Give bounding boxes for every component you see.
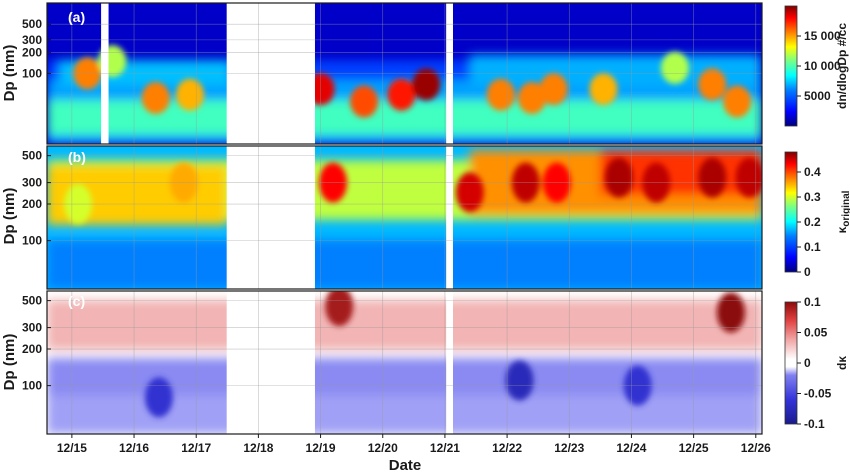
panel-c-cb-tick-label: -0.1 [804, 417, 825, 431]
panel-a-hotspot [176, 78, 204, 111]
x-tick-label: 12/20 [368, 441, 398, 455]
panel-c-colorbar: -0.1 -0.05 0 0.05 0.1 dκ [784, 295, 849, 431]
panel-a-hotspot [412, 68, 441, 101]
x-tick-label: 12/17 [181, 441, 211, 455]
panel-b-colorbar-label-main: κ [835, 226, 849, 233]
panel-b-cb-tick-label: 0.3 [804, 190, 821, 204]
panel-a-hotspot [387, 78, 416, 111]
panel-a-ytick-label: 500 [22, 17, 42, 31]
panel-c-cb-tick-label: 0.1 [804, 295, 821, 309]
panel-b-hotspot [605, 157, 633, 198]
panel-c-hotspot [325, 291, 354, 327]
x-tick-label: 12/26 [741, 441, 771, 455]
panel-a-cb-tick-label: 15 000 [804, 29, 841, 43]
x-tick-label: 12/25 [679, 441, 709, 455]
panel-a-heatmap [47, 3, 762, 144]
panel-a-hotspot [589, 73, 618, 106]
panel-c-ytick-label: 100 [22, 379, 42, 393]
panel-a-ytick-label: 100 [22, 67, 42, 81]
panel-c-label: (c) [68, 293, 85, 309]
panel-c-cb-tick-label: 0.05 [804, 326, 828, 340]
panel-c-hotspot [144, 377, 173, 418]
panel-c-cb-tick-label: -0.05 [804, 387, 832, 401]
panel-a-colorbar: 5000 10 000 15 000 dn/dlogDp #/cc [784, 5, 849, 127]
x-tick-label: 12/19 [306, 441, 336, 455]
panel-b-cb-tick-label: 0.2 [804, 215, 821, 229]
panel-a-hotspot [698, 68, 727, 101]
panel-b-hotspot [735, 157, 762, 198]
panel-b-hotspot [698, 157, 727, 198]
panel-b-data-gap [226, 146, 315, 289]
panel-a-hotspot [141, 81, 170, 114]
panel-c-ytick-label: 500 [22, 294, 42, 308]
panel-a-ytick-label: 200 [22, 45, 42, 59]
panel-b-heatmap [47, 146, 762, 289]
x-tick-label: 12/18 [243, 441, 273, 455]
panel-a-hotspot [723, 85, 752, 118]
panel-b-ytick-label: 300 [22, 176, 42, 190]
x-tick-label: 12/22 [492, 441, 522, 455]
panel-a-hotspot [517, 81, 546, 114]
x-axis: 12/15 12/16 12/17 12/18 12/19 12/20 12/21 12/22… [57, 434, 771, 455]
panel-a-cb-tick-label: 10 000 [804, 59, 841, 73]
panel-a-hotspot [350, 85, 379, 118]
panel-b-hotspot [455, 172, 484, 213]
panel-c-ylabel: Dp (nm) [1, 334, 18, 391]
panel-c-heatmap [47, 291, 762, 434]
panel-b-ytick-label: 100 [22, 234, 42, 248]
panel-c-cb-tick-label: 0 [804, 356, 811, 370]
panel-c-hotspot [716, 292, 745, 333]
panel-c-ytick-label: 200 [22, 342, 42, 356]
panel-c-data-gap [446, 291, 453, 434]
panel-a-hotspot [539, 73, 568, 106]
panel-b-cb-tick-label: 0.1 [804, 240, 821, 254]
panel-b-kappa-original: (b) Dp (nm) 100 200 300 500 0 0.1 0.2 0.3 0.4 κ… [1, 145, 850, 290]
panel-c-ytick-label: 300 [22, 321, 42, 335]
panel-c-dkappa: (c) Dp (nm) 100 200 300 500 -0.1 -0.05 0 0.05 0… [1, 290, 849, 435]
panel-a-label: (a) [68, 9, 85, 25]
x-tick-label: 12/21 [430, 441, 460, 455]
x-tick-label: 12/16 [119, 441, 149, 455]
panel-b-cb-tick-label: 0.4 [804, 165, 821, 179]
panel-b-label: (b) [68, 149, 86, 165]
panel-b-data-gap [446, 146, 453, 289]
x-tick-label: 12/23 [554, 441, 584, 455]
panel-b-colorbar-label-sub: original [841, 190, 850, 226]
panel-b-ytick-label: 500 [22, 149, 42, 163]
panel-a-colorbar-label: dn/dlogDp #/cc [835, 23, 849, 109]
panel-c-hotspot [505, 360, 534, 401]
panel-b-colorbar-label: κoriginal [835, 190, 850, 233]
x-tick-label: 12/24 [616, 441, 646, 455]
x-tick-label: 12/15 [57, 441, 87, 455]
panel-a-ytick-label: 300 [22, 33, 42, 47]
panel-a-hotspot [486, 78, 515, 111]
panel-b-ylabel: Dp (nm) [1, 188, 18, 245]
panel-c-colorbar-label: dκ [835, 356, 849, 370]
x-axis-label: Date [389, 457, 422, 474]
panel-c-data-gap [226, 291, 315, 434]
panel-a-ylabel: Dp (nm) [1, 45, 18, 102]
panel-a-cb-tick-label: 5000 [804, 89, 831, 103]
panel-b-colorbar: 0 0.1 0.2 0.3 0.4 κoriginal [784, 151, 850, 279]
panel-b-cb-tick-label: 0 [804, 265, 811, 279]
panel-b-ytick-label: 200 [22, 197, 42, 211]
panel-a-hotspot [660, 51, 689, 84]
